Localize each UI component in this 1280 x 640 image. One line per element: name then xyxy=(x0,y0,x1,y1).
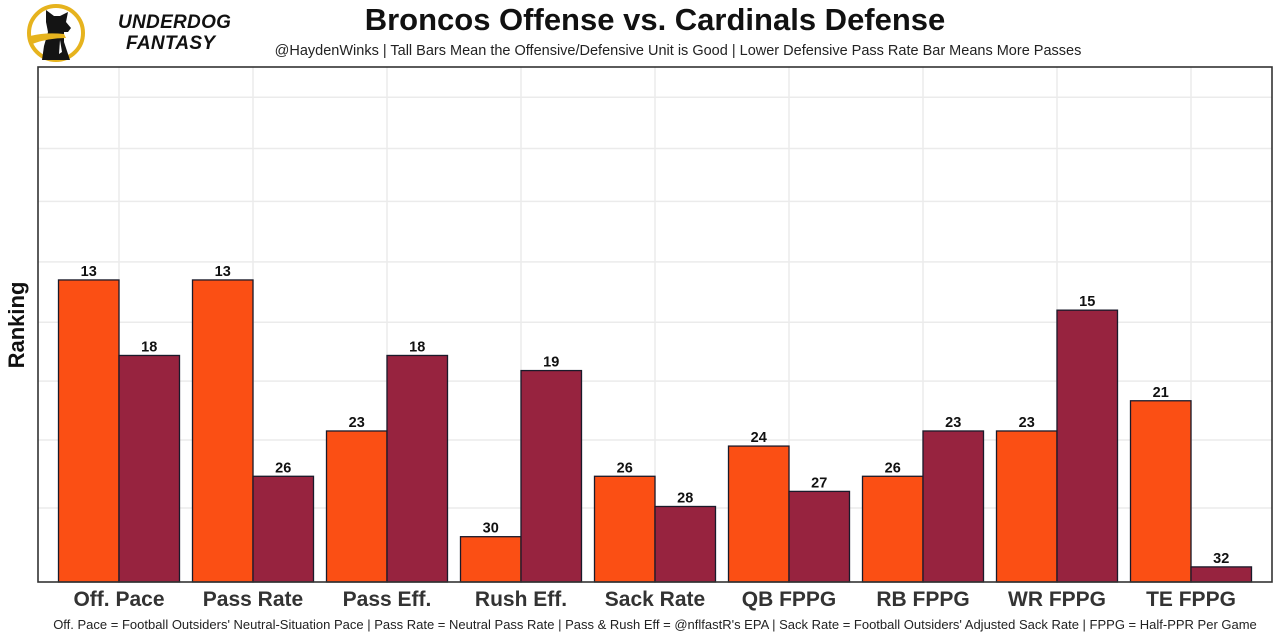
bar-value-label: 15 xyxy=(1079,294,1095,310)
bar-value-label: 26 xyxy=(617,460,633,476)
x-tick-label: Pass Eff. xyxy=(343,588,432,611)
bar-broncos-offense xyxy=(459,536,522,583)
bar-cardinals-defense xyxy=(118,354,181,583)
bar-value-label: 18 xyxy=(409,339,425,355)
bar-cardinals-defense xyxy=(520,369,583,583)
bar-broncos-offense xyxy=(727,445,790,583)
bar-value-label: 18 xyxy=(141,339,157,355)
bar-value-label: 27 xyxy=(811,475,827,491)
x-tick-label: QB FPPG xyxy=(742,588,837,611)
bar-cardinals-defense xyxy=(788,490,851,583)
chart-subtitle: @HaydenWinks | Tall Bars Mean the Offens… xyxy=(274,43,1082,59)
x-tick-label: Sack Rate xyxy=(605,588,705,611)
bar-cardinals-defense xyxy=(386,354,449,583)
chart-caption: Off. Pace = Football Outsiders' Neutral-… xyxy=(53,617,1257,632)
logo-line-2: FANTASY xyxy=(126,33,216,54)
x-tick-label: TE FPPG xyxy=(1146,588,1236,611)
bar-broncos-offense xyxy=(861,475,924,583)
bar-broncos-offense xyxy=(593,475,656,583)
dog-scarf xyxy=(30,33,66,44)
x-tick-label: WR FPPG xyxy=(1008,588,1106,611)
bar-broncos-offense xyxy=(57,279,120,583)
x-tick-label: Rush Eff. xyxy=(475,588,567,611)
bar-value-label: 23 xyxy=(945,415,961,431)
bars xyxy=(57,279,1253,583)
bar-value-label: 21 xyxy=(1153,385,1169,401)
bar-value-label: 23 xyxy=(1019,415,1035,431)
bar-broncos-offense xyxy=(1129,400,1192,583)
bar-value-label: 19 xyxy=(543,355,559,371)
dog-silhouette-icon xyxy=(27,4,85,62)
logo-line-1: UNDERDOG xyxy=(118,12,232,33)
bar-broncos-offense xyxy=(325,430,388,583)
dog-scarf-highlight xyxy=(59,40,62,54)
bar-value-label: 23 xyxy=(349,415,365,431)
x-tick-label: Off. Pace xyxy=(73,588,164,611)
x-tick-label: RB FPPG xyxy=(876,588,969,611)
bar-cardinals-defense xyxy=(1056,309,1119,583)
bar-cardinals-defense xyxy=(922,430,985,583)
bar-value-label: 13 xyxy=(215,264,231,280)
bar-value-label: 13 xyxy=(81,264,97,280)
logo-wordmark: UNDERDOG FANTASY xyxy=(118,12,231,54)
underdog-fantasy-logo: UNDERDOG FANTASY xyxy=(24,2,231,66)
plot-panel-border xyxy=(37,66,1273,583)
bar-value-label: 26 xyxy=(275,460,291,476)
x-tick-labels: Off. Pace Pass Rate Pass Eff. Rush Eff. Sack… xyxy=(73,588,1235,611)
bar-value-label: 30 xyxy=(483,521,499,537)
bar-cardinals-defense xyxy=(1190,566,1253,583)
chart-title: Broncos Offense vs. Cardinals Defense xyxy=(364,2,946,37)
bar-labels: 13 18 13 26 23 18 30 19 26 28 24 27 26 23 23 15 21 32 xyxy=(81,264,1230,567)
bar-cardinals-defense xyxy=(252,475,315,583)
x-tick-label: Pass Rate xyxy=(203,588,303,611)
bar-value-label: 32 xyxy=(1213,551,1229,567)
bar-value-label: 28 xyxy=(677,490,693,506)
bar-broncos-offense xyxy=(995,430,1058,583)
bar-value-label: 24 xyxy=(751,430,767,446)
bar-broncos-offense xyxy=(191,279,254,583)
bar-value-label: 26 xyxy=(885,460,901,476)
bar-cardinals-defense xyxy=(654,505,717,583)
